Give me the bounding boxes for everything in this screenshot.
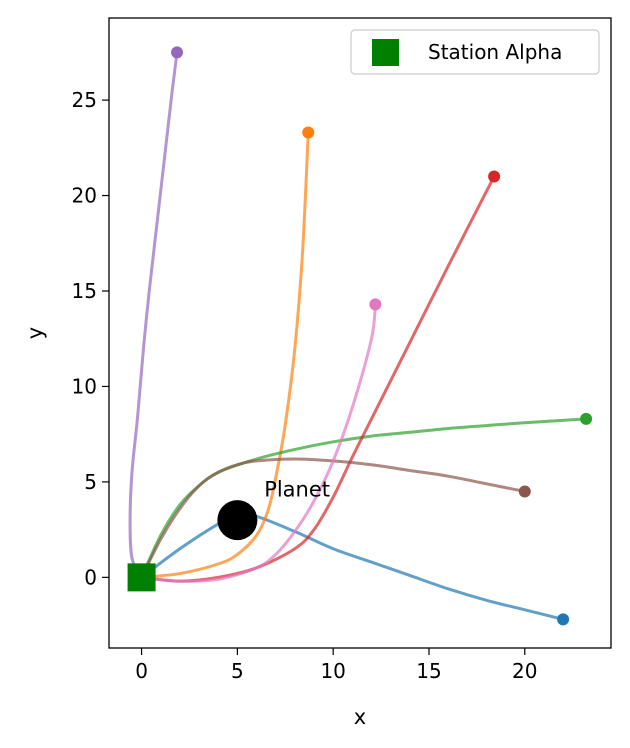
trajectory-endpoint-7 [369, 298, 382, 311]
legend-label: Station Alpha [428, 40, 562, 64]
trajectory-line-2 [140, 131, 310, 579]
objects [127, 500, 258, 592]
y-axis-label: y [23, 327, 47, 339]
legend-box [350, 29, 600, 75]
trajectory-line-3 [140, 417, 588, 579]
trajectory-endpoint-6 [518, 485, 531, 498]
trajectory-line-5 [128, 50, 179, 579]
y-tick-label: 0 [84, 565, 97, 589]
x-axis-label: x [354, 705, 366, 729]
trajectory-line-6 [140, 457, 527, 579]
series-lines [128, 50, 588, 621]
trajectory-endpoint-2 [302, 126, 315, 139]
x-tick-label: 20 [512, 659, 537, 683]
trajectory-endpoint-4 [488, 170, 501, 183]
trajectory-endpoint-1 [557, 613, 570, 626]
y-tick-label: 15 [72, 279, 97, 303]
planet-annotation: Planet [264, 478, 330, 502]
x-tick-label: 0 [135, 659, 148, 683]
series-endpoints [171, 46, 593, 626]
x-tick-label: 10 [320, 659, 345, 683]
legend: Station Alpha [350, 29, 600, 75]
x-tick-label: 5 [231, 659, 244, 683]
legend-marker-square [372, 39, 399, 66]
trajectory-line-7 [140, 302, 377, 583]
y-tick-label: 5 [84, 470, 97, 494]
planet-marker [217, 500, 258, 541]
trajectory-endpoint-5 [171, 46, 184, 59]
y-tick-label: 10 [72, 374, 97, 398]
trajectory-line-4 [140, 174, 496, 583]
station-alpha-marker [127, 563, 156, 592]
ticks: 0 5 10 15 20 0 5 10 15 20 25 [72, 88, 538, 683]
y-tick-label: 20 [72, 184, 97, 208]
trajectory-endpoint-3 [580, 412, 593, 425]
plot-frame [108, 17, 612, 649]
x-tick-label: 15 [416, 659, 441, 683]
y-tick-label: 25 [72, 88, 97, 112]
